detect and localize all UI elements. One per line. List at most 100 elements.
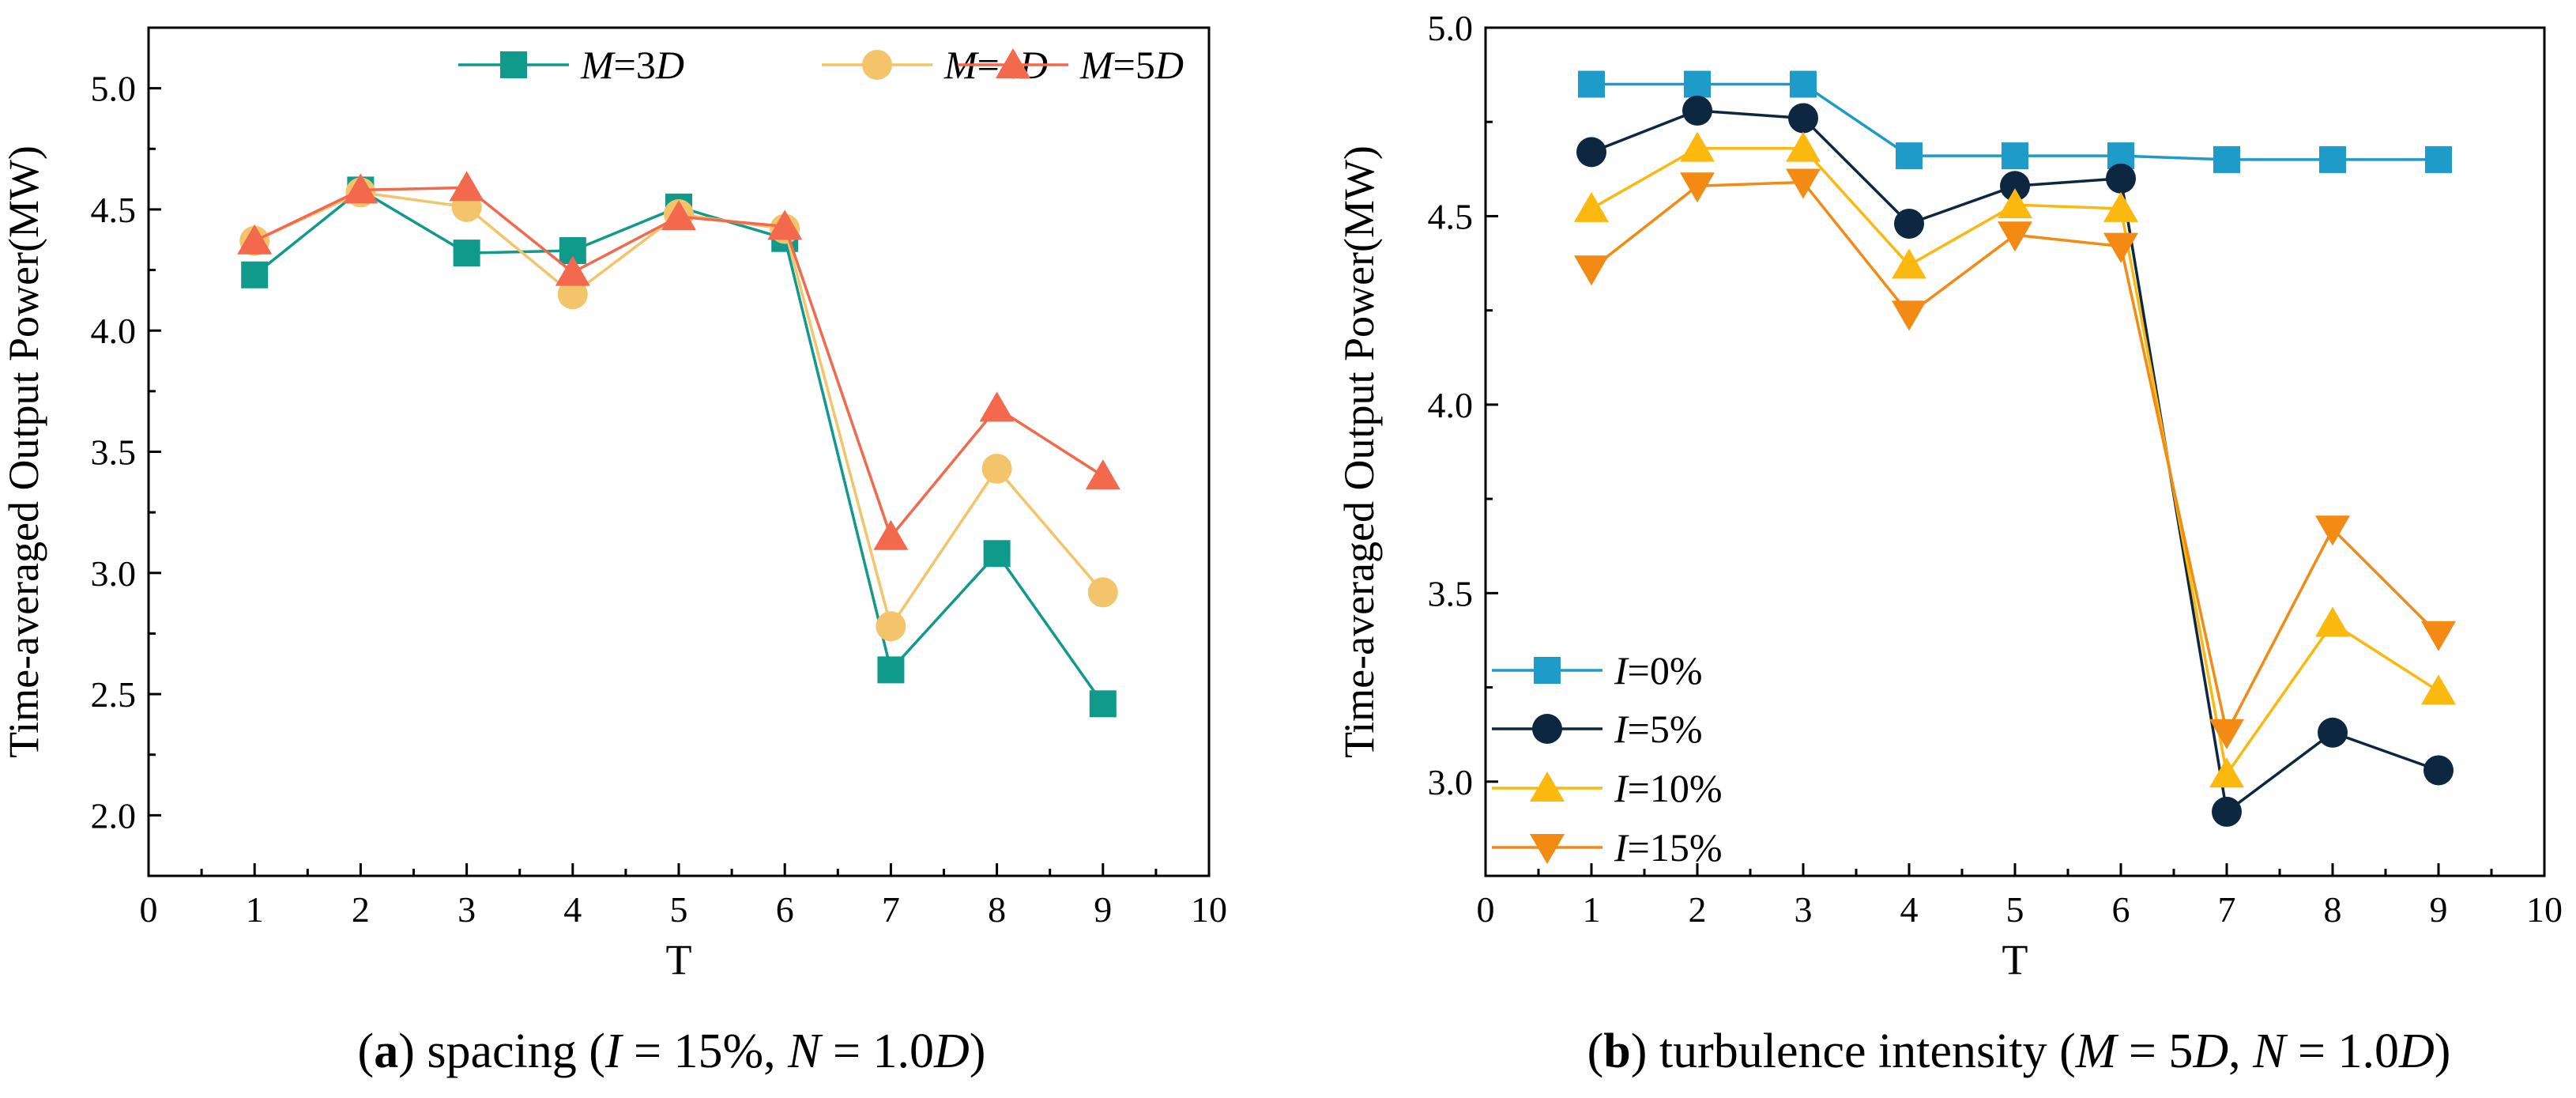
x-tick-label: 3 <box>1795 889 1813 930</box>
x-tick-label: 0 <box>1477 889 1495 930</box>
legend-marker-I=0% <box>1534 657 1561 684</box>
legend-label-I=5%: I=5% <box>1614 707 1703 751</box>
y-tick-label: 4.5 <box>91 190 137 230</box>
data-point-I=5% <box>2000 171 2030 202</box>
x-tick-label: 10 <box>1191 889 1227 930</box>
legend-label-I=15%: I=15% <box>1614 825 1723 870</box>
y-tick-label: 4.0 <box>91 311 137 351</box>
legend-marker-M=4D <box>862 50 892 80</box>
data-point-I=0% <box>1578 70 1605 98</box>
data-point-I=0% <box>2425 145 2452 173</box>
x-tick-label: 4 <box>563 889 582 930</box>
y-tick-label: 2.0 <box>91 795 137 836</box>
data-point-M=3D <box>453 240 480 267</box>
y-tick-label: 4.5 <box>1428 196 1474 236</box>
data-point-I=15% <box>2103 232 2138 263</box>
y-tick-label: 3.5 <box>1428 573 1474 613</box>
legend-marker-I=15% <box>1530 834 1565 864</box>
x-axis-title: T <box>666 936 692 983</box>
x-tick-label: 6 <box>776 889 794 930</box>
data-point-I=10% <box>2209 757 2244 788</box>
data-point-M=5D <box>449 171 484 202</box>
series-line-I=15% <box>1590 180 2440 734</box>
data-point-I=15% <box>2421 621 2456 651</box>
x-tick-label: 1 <box>1583 889 1601 930</box>
data-point-I=5% <box>2318 717 2348 748</box>
x-tick-label: 0 <box>140 889 158 930</box>
data-point-M=3D <box>877 656 905 684</box>
data-point-M=4D <box>981 453 1012 484</box>
data-point-I=5% <box>1576 137 1606 168</box>
x-tick-label: 4 <box>1900 889 1919 930</box>
legend-label-M=3D: M=3D <box>580 43 684 87</box>
data-point-M=5D <box>343 173 378 204</box>
data-point-M=5D <box>555 255 590 286</box>
data-point-I=10% <box>2421 674 2456 705</box>
data-point-M=4D <box>876 611 906 642</box>
y-tick-label: 5.0 <box>91 69 137 109</box>
x-tick-label: 1 <box>246 889 264 930</box>
data-point-I=5% <box>2106 163 2136 194</box>
data-point-I=15% <box>1574 255 1609 286</box>
x-tick-label: 10 <box>2526 889 2563 930</box>
y-tick-label: 4.0 <box>1428 385 1474 425</box>
y-tick-label: 2.5 <box>91 674 137 715</box>
chart-panel-b: 0 1 2 3 4 5 6 7 8 9 10 3.0 3.5 4.0 4.5 5.0 T Time-average… <box>1335 8 2563 1078</box>
caption-b: (b) turbulence intensity (M = 5D, N = 1.… <box>1587 1024 2451 1078</box>
y-axis-title: Time-averaged Output Power(MW) <box>0 145 47 758</box>
x-tick-label: 8 <box>2324 889 2342 930</box>
data-point-M=5D <box>1085 459 1120 490</box>
data-point-M=3D <box>1089 690 1117 718</box>
y-tick-label: 5.0 <box>1428 8 1474 48</box>
x-tick-label: 7 <box>2218 889 2236 930</box>
x-tick-label: 3 <box>458 889 476 930</box>
data-point-M=5D <box>767 209 803 240</box>
y-axis-title: Time-averaged Output Power(MW) <box>1335 145 1383 758</box>
caption-a: (a) spacing (I = 15%, N = 1.0D) <box>358 1024 986 1078</box>
data-point-M=3D <box>241 261 269 289</box>
plot-frame <box>147 26 1211 877</box>
data-point-I=15% <box>1680 172 1715 203</box>
x-tick-label: 9 <box>1094 889 1112 930</box>
data-point-I=5% <box>1894 208 1924 239</box>
data-point-I=15% <box>1786 168 1821 199</box>
data-point-I=0% <box>1684 70 1711 98</box>
data-point-I=10% <box>1786 131 1821 162</box>
legend-label-I=10%: I=10% <box>1614 766 1723 810</box>
x-tick-label: 2 <box>1689 889 1707 930</box>
x-tick-label: 7 <box>882 889 900 930</box>
x-tick-label: 9 <box>2430 889 2448 930</box>
data-point-I=5% <box>1682 95 1712 126</box>
y-tick-label: 3.5 <box>91 432 137 473</box>
y-tick-label: 3.0 <box>91 553 137 594</box>
data-point-I=10% <box>2103 191 2138 222</box>
legend-marker-M=3D <box>500 51 527 78</box>
data-point-M=5D <box>237 224 273 255</box>
data-point-I=5% <box>1788 103 1818 134</box>
data-point-I=0% <box>2319 145 2346 173</box>
y-tick-label: 3.0 <box>1428 762 1474 802</box>
data-point-M=4D <box>557 279 588 310</box>
data-point-I=15% <box>1892 300 1926 331</box>
data-point-M=3D <box>983 540 1011 568</box>
data-point-I=5% <box>2212 796 2242 827</box>
x-tick-label: 2 <box>352 889 370 930</box>
legend-marker-I=10% <box>1530 772 1565 802</box>
data-point-M=4D <box>1087 577 1118 608</box>
data-point-M=5D <box>873 519 909 550</box>
data-point-M=5D <box>979 391 1015 422</box>
legend-marker-M=5D <box>996 48 1030 78</box>
series-line-M=5D <box>254 186 1104 538</box>
x-axis-title: T <box>2002 936 2028 983</box>
x-tick-label: 5 <box>2006 889 2024 930</box>
data-point-I=10% <box>2315 606 2350 637</box>
data-point-I=15% <box>1998 221 2032 252</box>
data-point-I=10% <box>1680 131 1715 162</box>
legend-label-I=0%: I=0% <box>1614 648 1703 692</box>
x-tick-label: 8 <box>988 889 1006 930</box>
data-point-I=15% <box>2315 515 2350 546</box>
data-point-I=0% <box>1790 70 1817 98</box>
legend-label-M=5D: M=5D <box>1079 43 1184 87</box>
data-point-I=0% <box>2213 145 2240 173</box>
